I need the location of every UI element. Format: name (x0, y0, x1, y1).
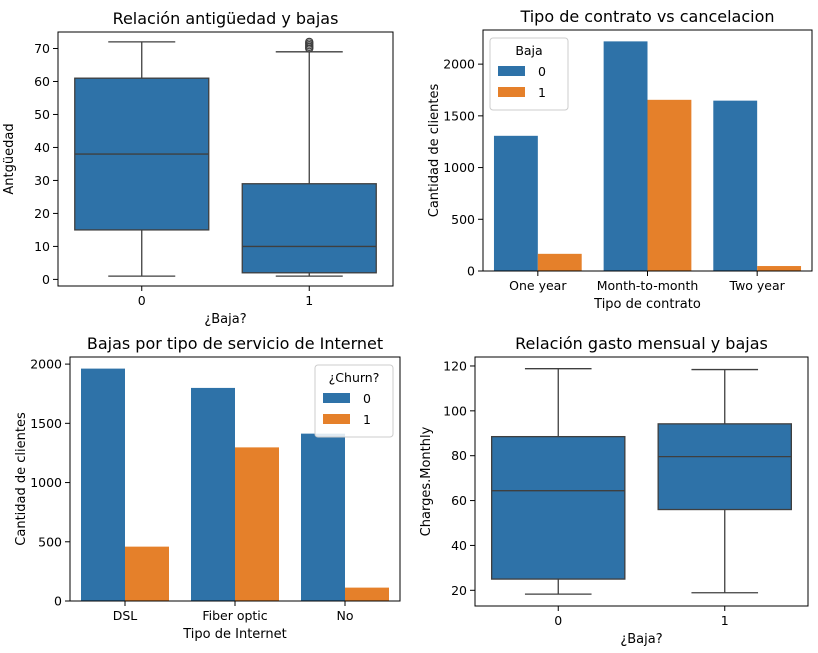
x-tick-label: No (337, 608, 354, 623)
y-tick-label: 0 (467, 264, 475, 279)
x-tick-label: DSL (113, 608, 138, 623)
y-axis-label: Charges.Monthly (419, 426, 434, 536)
x-tick-label: 1 (305, 293, 313, 308)
bar-one-year-series-0 (493, 135, 538, 271)
legend-swatch-1 (498, 87, 525, 97)
legend-swatch-0 (323, 393, 350, 403)
bar-fiber-optic-series-0 (191, 387, 235, 601)
y-tick-label: 1500 (30, 416, 62, 431)
legend: Baja 0 1 (489, 37, 569, 111)
chart-panel-2: One year Month-to-month Two year Baja 0 1 0 500… (427, 7, 813, 312)
legend-label-1: 1 (363, 412, 371, 427)
box-iqr (490, 435, 626, 580)
x-tick-label: Fiber optic (202, 608, 267, 623)
y-axis-label: Antgüedad (2, 123, 17, 194)
y-tick-label: 10 (34, 239, 50, 254)
x-tick-label: 0 (138, 293, 146, 308)
y-tick-label: 1000 (443, 160, 475, 175)
y-tick-label: 1500 (443, 108, 475, 123)
axes-frame (69, 356, 401, 602)
bar-one-year-series-1 (537, 253, 582, 271)
box-iqr (241, 183, 377, 274)
legend: ¿Churn? 0 1 (314, 364, 394, 438)
y-tick-label: 60 (34, 74, 50, 89)
y-tick-label: 0 (54, 594, 62, 609)
x-axis-label: ¿Baja? (204, 312, 246, 327)
y-tick-label: 30 (34, 173, 50, 188)
x-axis-label: Tipo de Internet (182, 627, 287, 642)
legend-label-0: 0 (363, 391, 371, 406)
x-tick-label: One year (509, 278, 567, 293)
x-tick-label: Month-to-month (597, 278, 699, 293)
legend-title: ¿Churn? (329, 370, 380, 385)
y-tick-label: 1000 (30, 475, 62, 490)
axes-frame (482, 29, 813, 272)
y-tick-label: 0 (42, 272, 50, 287)
x-tick-label: Two year (729, 278, 786, 293)
y-tick-label: 70 (34, 41, 50, 56)
x-tick-label: 1 (721, 613, 729, 628)
bar-dsl-series-1 (125, 546, 169, 601)
y-axis-label: Cantidad de clientes (427, 84, 442, 218)
y-tick-label: 500 (451, 212, 475, 227)
chart-title: Tipo de contrato vs cancelacion (519, 7, 774, 26)
y-tick-label: 20 (34, 206, 50, 221)
y-tick-label: 20 (451, 583, 467, 598)
chart-panel-3: DSL Fiber optic No ¿Churn? 0 1 0 500 1000 1500 200… (14, 334, 401, 642)
bar-fiber-optic-series-1 (235, 447, 279, 601)
bar-month-to-month-series-1 (647, 99, 692, 271)
x-axis-label: ¿Baja? (620, 632, 662, 647)
bar-dsl-series-0 (81, 368, 125, 601)
y-tick-label: 2000 (30, 357, 62, 372)
chart-title: Bajas por tipo de servicio de Internet (87, 334, 383, 353)
y-tick-label: 2000 (443, 57, 475, 72)
bar-month-to-month-series-0 (603, 41, 648, 271)
legend-title: Baja (515, 43, 542, 58)
y-tick-label: 60 (451, 493, 467, 508)
bar-two-year-series-1 (757, 266, 802, 271)
bar-two-year-series-0 (713, 100, 758, 271)
x-axis-label: Tipo de contrato (593, 297, 701, 312)
y-tick-label: 40 (34, 140, 50, 155)
box-iqr (657, 423, 793, 511)
legend-swatch-1 (323, 414, 350, 424)
y-tick-label: 50 (34, 107, 50, 122)
outlier-point (305, 37, 314, 47)
y-tick-label: 100 (443, 403, 467, 418)
bar-no-series-1 (345, 587, 389, 601)
x-tick-label: 0 (554, 613, 562, 628)
bar-no-series-0 (301, 433, 345, 601)
y-tick-label: 500 (38, 534, 62, 549)
y-tick-label: 120 (443, 358, 467, 373)
y-tick-label: 40 (451, 538, 467, 553)
chart-title: Relación antigüedad y bajas (113, 9, 339, 28)
y-tick-label: 80 (451, 448, 467, 463)
chart-title: Relación gasto mensual y bajas (515, 334, 768, 353)
axes-frame (474, 356, 809, 607)
legend-label-0: 0 (538, 64, 546, 79)
y-axis-label: Cantidad de clientes (14, 412, 29, 546)
legend-label-1: 1 (538, 85, 546, 100)
legend-swatch-0 (498, 66, 525, 76)
axes-frame (57, 31, 394, 287)
